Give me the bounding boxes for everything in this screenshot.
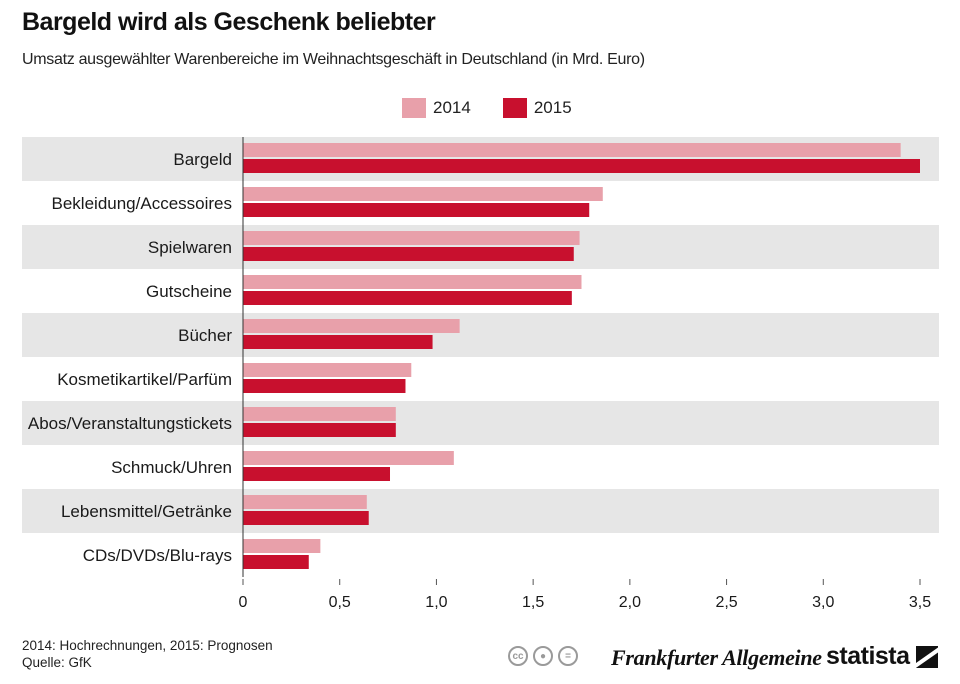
by-icon: ● — [533, 646, 553, 666]
category-label: Bekleidung/Accessoires — [52, 194, 232, 213]
statista-wordmark: statista — [826, 642, 910, 670]
bar-2015 — [243, 379, 406, 393]
faz-logo: Frankfurter Allgemeine — [611, 645, 822, 670]
bar-2015 — [243, 511, 369, 525]
x-tick-label: 0 — [239, 594, 248, 611]
bar-2014 — [243, 231, 580, 245]
statista-mark-icon — [915, 645, 938, 668]
bar-2014 — [243, 539, 321, 553]
category-label: Lebensmittel/Getränke — [61, 502, 232, 521]
bar-2014 — [243, 407, 396, 421]
bar-2015 — [243, 555, 309, 569]
cc-icon: cc — [508, 646, 528, 666]
statista-logo: statista — [826, 642, 938, 671]
chart-subtitle: Umsatz ausgewählter Warenbereiche im Wei… — [22, 51, 645, 68]
bar-2015 — [243, 203, 590, 217]
footer-note: 2014: Hochrechnungen, 2015: Prognosen — [22, 638, 273, 653]
legend: 2014 2015 — [402, 98, 604, 118]
bar-2015 — [243, 291, 572, 305]
category-label: CDs/DVDs/Blu-rays — [83, 546, 232, 565]
footer-notes: 2014: Hochrechnungen, 2015: Prognosen Qu… — [22, 637, 273, 671]
bar-2014 — [243, 451, 454, 465]
footer-source: Quelle: GfK — [22, 655, 92, 670]
bar-2015 — [243, 335, 433, 349]
category-label: Schmuck/Uhren — [111, 458, 232, 477]
legend-item-2014: 2014 — [402, 98, 471, 118]
row-band — [22, 489, 939, 533]
x-tick-label: 0,5 — [329, 594, 351, 611]
row-band — [22, 313, 939, 357]
bar-2015 — [243, 159, 920, 173]
legend-swatch-2014 — [402, 98, 426, 118]
nd-icon: = — [558, 646, 578, 666]
category-label: Kosmetikartikel/Parfüm — [57, 370, 232, 389]
category-label: Spielwaren — [148, 238, 232, 257]
legend-label-2015: 2015 — [533, 98, 572, 117]
x-tick-label: 3,5 — [909, 594, 931, 611]
chart-title: Bargeld wird als Geschenk beliebter — [22, 8, 436, 36]
category-label: Gutscheine — [146, 282, 232, 301]
bar-2014 — [243, 187, 603, 201]
bar-2014 — [243, 363, 412, 377]
bar-chart: Bargeld Bekleidung/Accessoires Spielwaren G… — [22, 137, 939, 611]
x-tick-label: 3,0 — [812, 594, 834, 611]
legend-item-2015: 2015 — [502, 98, 572, 118]
x-tick-label: 1,0 — [425, 594, 447, 611]
bar-2014 — [243, 143, 901, 157]
bar-2015 — [243, 247, 574, 261]
bar-2015 — [243, 423, 396, 437]
bar-2014 — [243, 319, 460, 333]
license-icons: cc ● = — [508, 646, 583, 666]
x-tick-label: 2,0 — [619, 594, 641, 611]
x-tick-label: 1,5 — [522, 594, 544, 611]
bar-2015 — [243, 467, 391, 481]
bar-2014 — [243, 275, 582, 289]
legend-swatch-2015 — [502, 98, 527, 118]
category-label: Bücher — [178, 326, 232, 345]
x-tick-label: 2,5 — [715, 594, 737, 611]
row-band — [22, 401, 939, 445]
bar-2014 — [243, 495, 367, 509]
category-label: Bargeld — [173, 150, 232, 169]
category-label: Abos/Veranstaltungstickets — [28, 414, 232, 433]
legend-label-2014: 2014 — [433, 98, 471, 117]
